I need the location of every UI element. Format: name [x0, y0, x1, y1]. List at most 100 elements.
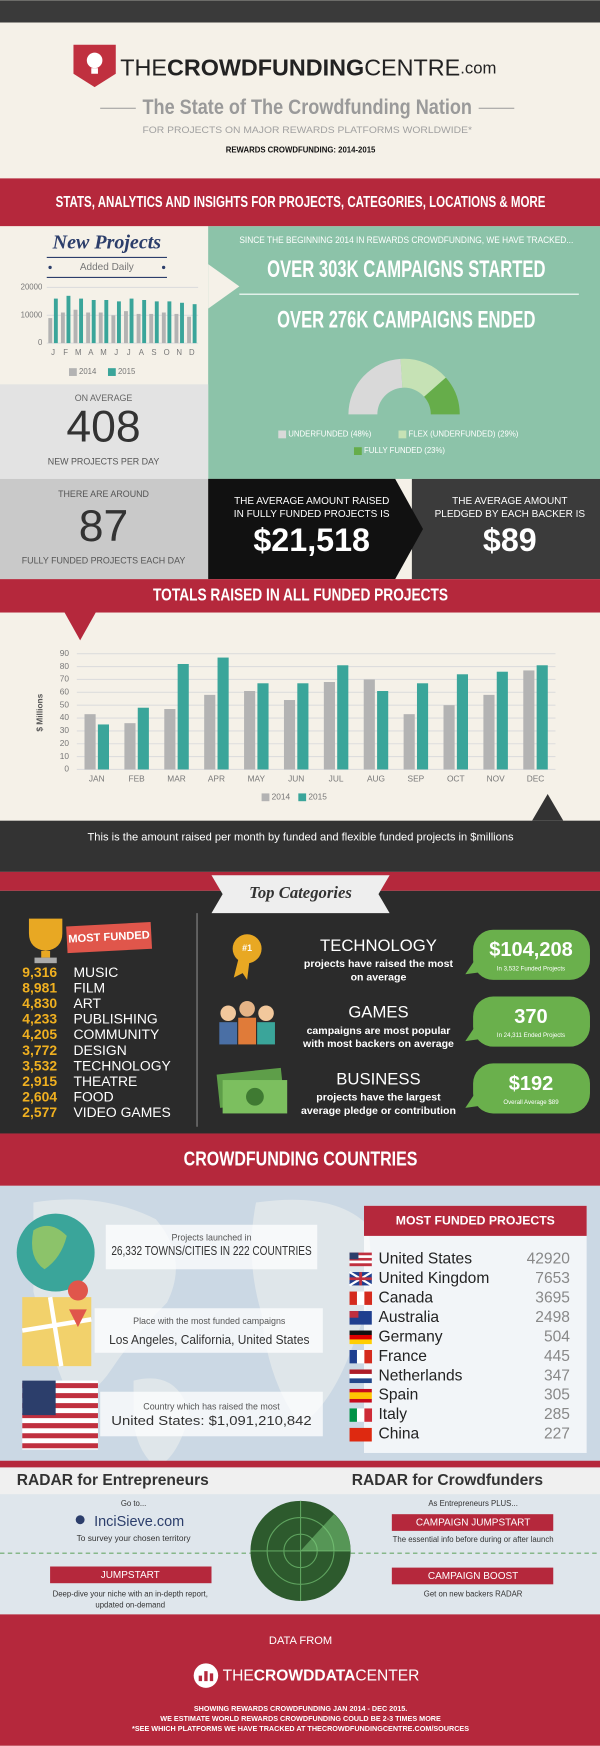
flag [349, 1339, 372, 1345]
banner [0, 1133, 600, 1186]
footer-brand: THECROWDDATACENTER [223, 1668, 420, 1685]
highlight-line: on average [351, 971, 407, 983]
bar [98, 312, 103, 344]
bar [124, 311, 128, 344]
totals-note: This is the amount raised per month by f… [88, 831, 515, 843]
y-tick-label: 50 [60, 699, 70, 709]
highlight-line: with most backers on average [302, 1038, 454, 1050]
tracked-intro: SINCE THE BEGINNING 2014 IN REWARDS CROW… [239, 235, 573, 246]
head [258, 1005, 274, 1022]
country-count: 504 [544, 1328, 570, 1345]
donut-segment [348, 358, 403, 415]
flag [356, 1349, 365, 1364]
bar [84, 714, 96, 770]
brand-part: CENTER [355, 1668, 419, 1685]
bar [297, 683, 309, 770]
bar [124, 723, 136, 770]
banner-text: TOTALS RAISED IN ALL FUNDED PROJECTS [153, 585, 448, 605]
highlights: TECHNOLOGY projects have raised the mosto… [301, 929, 590, 1117]
flag [349, 1330, 372, 1336]
bar [483, 694, 495, 770]
bubble-tail [465, 1091, 490, 1108]
bubble [473, 929, 590, 980]
stat-post: NEW PROJECTS PER DAY [48, 457, 160, 467]
table-header [364, 1205, 587, 1236]
category-count: 2,604 [22, 1089, 57, 1105]
fact-label: Country which has raised the most [143, 1402, 280, 1412]
x-tick-label: SEP [408, 774, 425, 784]
x-tick-label: A [88, 348, 94, 357]
bar [97, 724, 109, 770]
legend-swatch [107, 368, 116, 376]
medal-text: #1 [242, 943, 252, 953]
category-count: 4,233 [22, 1011, 57, 1027]
bubble-tail [465, 1024, 490, 1042]
y-tick-label: 10 [60, 751, 70, 761]
radar-title: RADAR for Crowdfunders [352, 1472, 544, 1489]
bar [48, 318, 53, 344]
flag [349, 1257, 372, 1261]
flag [349, 1373, 372, 1379]
trophy [41, 950, 51, 958]
donut-segment [400, 358, 446, 397]
button[interactable] [50, 1566, 212, 1584]
stat-line: IN FULLY FUNDED PROJECTS IS [234, 509, 390, 520]
flag [349, 1255, 372, 1259]
banner [0, 579, 600, 613]
button-text: JUMPSTART [101, 1570, 160, 1581]
bar [129, 298, 134, 344]
banner [0, 178, 600, 227]
brand: THECROWDFUNDINGCENTRE.com [120, 54, 496, 80]
bar [149, 313, 154, 344]
flag-stripes [22, 1383, 98, 1449]
legend-label: 2014 [272, 792, 291, 802]
country-name: China [378, 1426, 419, 1443]
flag [349, 1427, 372, 1442]
panel [0, 226, 209, 385]
x-tick-label: NOV [487, 774, 505, 784]
bar [244, 691, 256, 770]
country-name: Italy [378, 1406, 407, 1423]
bar [104, 299, 109, 344]
legend-label: FLEX (UNDERFUNDED) (29%) [409, 429, 519, 438]
flag [349, 1398, 372, 1403]
fact-box [94, 1308, 323, 1353]
flag [349, 1349, 358, 1364]
x-tick-label: J [51, 348, 55, 357]
legend-label: 2014 [79, 367, 97, 376]
flag [349, 1334, 372, 1340]
y-axis-label: $ Millions [34, 693, 44, 731]
stat-line: THE AVERAGE AMOUNT [452, 496, 567, 507]
category-name: DESIGN [73, 1042, 126, 1058]
bar [174, 313, 179, 344]
highlight-name: GAMES [348, 1003, 408, 1022]
category-count: 2,915 [22, 1073, 57, 1089]
period: REWARDS CROWDFUNDING: 2014-2015 [226, 146, 376, 155]
radar-text: Deep-dive your niche with an in-depth re… [53, 1589, 208, 1598]
pointer [532, 793, 564, 821]
category-name: ART [73, 995, 101, 1011]
bar [377, 691, 389, 770]
footer [0, 1614, 600, 1746]
country-name: Australia [378, 1309, 439, 1326]
radar-text: The essential info before during or afte… [393, 1535, 554, 1544]
country-count: 3695 [535, 1289, 570, 1306]
fact-box [100, 1391, 323, 1437]
x-tick-label: DEC [527, 774, 545, 784]
strip [0, 1460, 600, 1468]
flag [356, 1408, 365, 1422]
bar [79, 298, 84, 344]
bar [53, 298, 58, 344]
highlight-line: average pledge or contribution [301, 1105, 456, 1117]
country-count: 305 [544, 1387, 570, 1404]
country-count: 42920 [527, 1250, 571, 1267]
flag [364, 1349, 373, 1364]
y-tick-label: 10000 [21, 310, 43, 319]
bar [137, 707, 149, 770]
country-count: 2498 [535, 1309, 570, 1326]
button[interactable] [391, 1514, 554, 1531]
panel-title: New Projects [52, 232, 162, 254]
button[interactable] [391, 1567, 554, 1585]
bar [86, 312, 91, 344]
